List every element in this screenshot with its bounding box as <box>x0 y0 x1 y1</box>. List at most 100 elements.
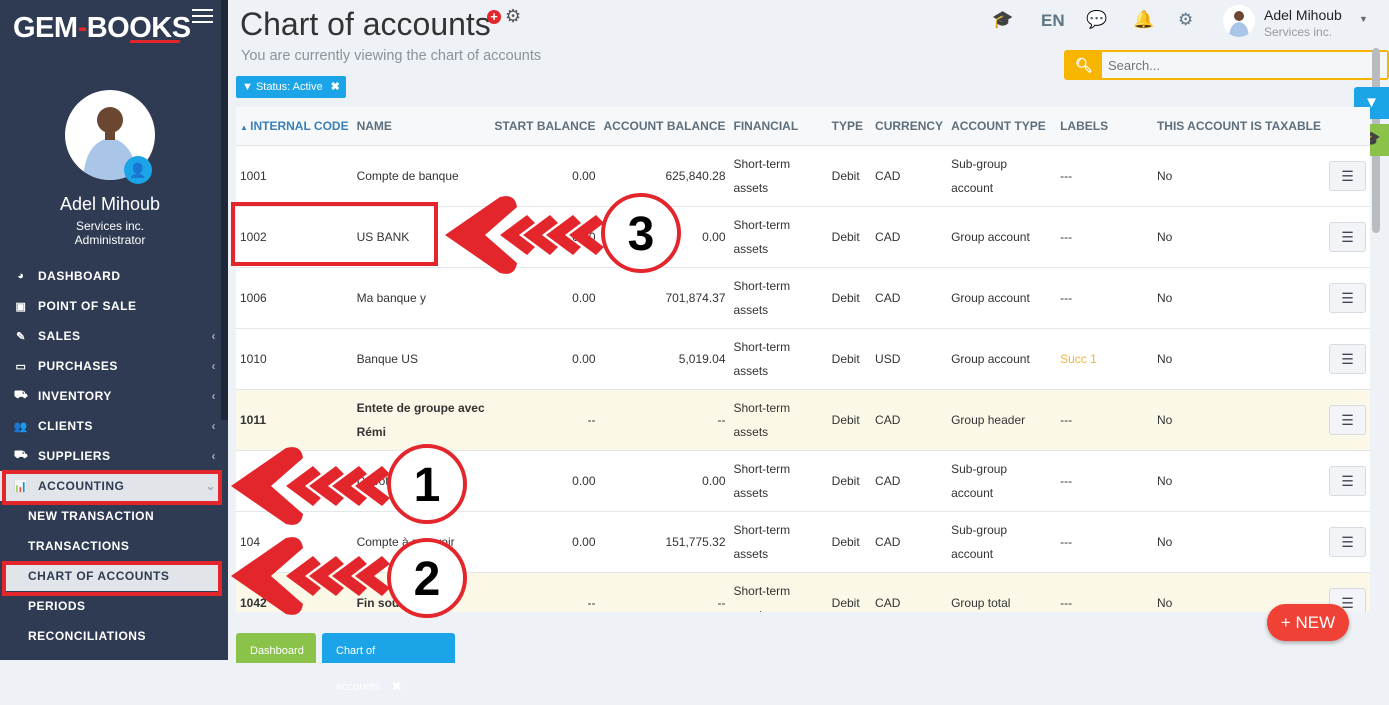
add-icon[interactable]: + <box>487 10 501 24</box>
cell-code: 1002 <box>236 206 353 268</box>
list-icon: ☰ <box>1341 289 1354 306</box>
page-title: Chart of accounts <box>240 6 491 42</box>
cell-actions: ☰ <box>1325 328 1370 390</box>
table-row[interactable]: 1010 Banque US 0.00 5,019.04 Short-term asse… <box>236 328 1370 390</box>
column-header-financial[interactable]: FINANCIAL <box>729 107 828 146</box>
sidebar-item-suppliers[interactable]: ⛟ SUPPLIERS ‹ <box>0 441 222 471</box>
cell-balance: 0.00 <box>599 206 730 268</box>
cell-actions: ☰ <box>1325 450 1370 512</box>
column-header-account-balance[interactable]: ACCOUNT BALANCE <box>599 107 730 146</box>
cell-actions: ☰ <box>1325 511 1370 573</box>
cell-currency: CAD <box>871 267 948 329</box>
cell-account-type: Group account <box>947 328 1057 390</box>
row-menu-button[interactable]: ☰ <box>1329 160 1366 191</box>
row-menu-button[interactable]: ☰ <box>1329 282 1366 313</box>
language-selector[interactable]: EN <box>1041 11 1065 30</box>
row-menu-button[interactable]: ☰ <box>1329 465 1366 496</box>
table-row[interactable]: 1001 Compte de banque 0.00 625,840.28 Short-… <box>236 145 1370 207</box>
settings-icon[interactable]: ⚙ <box>1178 10 1194 29</box>
cell-start: 0.00 <box>489 206 600 268</box>
hamburger-menu-icon[interactable] <box>192 9 213 23</box>
sidebar-subitem-new-transaction[interactable]: NEW TRANSACTION <box>0 501 222 531</box>
column-header-internal-code[interactable]: ▲ INTERNAL CODE <box>236 107 353 146</box>
cell-type: Debit <box>827 267 872 329</box>
row-menu-button[interactable]: ☰ <box>1329 343 1366 374</box>
table-row[interactable]: 1011 Entete de groupe avec Rémi -- -- Short-… <box>236 389 1370 451</box>
sidebar-item-clients[interactable]: 👥 CLIENTS ‹ <box>0 411 222 441</box>
tab-chart-of-accounts[interactable]: Chart of accounts ✖ <box>322 633 455 693</box>
cell-code: 1010 <box>236 328 353 390</box>
cell-currency: CAD <box>871 450 948 512</box>
cell-name: US BANK <box>352 206 490 268</box>
sidebar-scrollbar[interactable] <box>221 0 228 420</box>
cell-account-type: Group account <box>947 206 1057 268</box>
cell-actions: ☰ <box>1325 145 1370 207</box>
cell-currency: CAD <box>871 511 948 573</box>
gear-icon[interactable]: ⚙ <box>505 6 522 26</box>
cell-start: 0.00 <box>489 511 600 573</box>
list-icon: ☰ <box>1341 594 1354 611</box>
sidebar-item-accounting[interactable]: 📊 ACCOUNTING ⌄ <box>0 471 222 501</box>
column-header-type[interactable]: TYPE <box>827 107 872 146</box>
cell-start: -- <box>489 572 600 612</box>
sidebar-item-dashboard[interactable]: ◕ DASHBOARD <box>0 261 222 291</box>
cell-labels: Succ 1 <box>1056 328 1153 390</box>
header-user-name[interactable]: Adel Mihoub <box>1264 7 1342 23</box>
column-header-currency[interactable]: CURRENCY <box>871 107 948 146</box>
table-row[interactable]: Dépôt 23 0.00 0.00 Short-term assets Debit CA… <box>236 450 1370 512</box>
cell-code: 1006 <box>236 267 353 329</box>
sidebar-item-inventory[interactable]: ⛟ INVENTORY ‹ <box>0 381 222 411</box>
page-subtitle: You are currently viewing the chart of a… <box>241 48 542 64</box>
column-header-labels[interactable]: LABELS <box>1056 107 1153 146</box>
table-row[interactable]: 104 Compte à recevoir 0.00 151,775.32 Short-… <box>236 511 1370 573</box>
search-input[interactable] <box>1102 52 1387 78</box>
cell-type: Debit <box>827 450 872 512</box>
row-menu-button[interactable]: ☰ <box>1329 404 1366 435</box>
new-button[interactable]: + NEW <box>1267 604 1349 641</box>
sidebar-subitem-transactions[interactable]: TRANSACTIONS <box>0 531 222 561</box>
cell-labels: --- <box>1056 145 1153 207</box>
cell-taxable: No <box>1152 267 1325 329</box>
row-menu-button[interactable]: ☰ <box>1329 526 1366 557</box>
column-header-name[interactable]: NAME <box>352 107 490 146</box>
header-avatar[interactable] <box>1223 5 1255 37</box>
cell-start: 0.00 <box>489 145 600 207</box>
sidebar-subitem-periods[interactable]: PERIODS <box>0 591 222 621</box>
chat-icon[interactable]: 💬 <box>1086 10 1108 29</box>
cell-currency: CAD <box>871 145 948 207</box>
table-row[interactable]: 1002 US BANK 0.00 0.00 Short-term assets Debi… <box>236 206 1370 268</box>
cell-name: Compte à recevoir <box>352 511 490 573</box>
cell-code <box>236 450 353 512</box>
filter-panel-button[interactable]: ▼ <box>1354 87 1389 119</box>
table-row[interactable]: 1006 Ma banque y 0.00 701,874.37 Short-term … <box>236 267 1370 329</box>
close-icon[interactable]: ✖ <box>330 81 340 93</box>
column-header-this-account-is-taxable[interactable]: THIS ACCOUNT IS TAXABLE <box>1152 107 1325 146</box>
bell-icon[interactable]: 🔔 <box>1133 10 1155 29</box>
user-icon: 👤 <box>124 156 152 184</box>
sidebar-item-point-of-sale[interactable]: ▣ POINT OF SALE <box>0 291 222 321</box>
sidebar-subitem-reconciliations[interactable]: RECONCILIATIONS <box>0 621 222 651</box>
column-header-account-type[interactable]: ACCOUNT TYPE <box>947 107 1057 146</box>
row-menu-button[interactable]: ☰ <box>1329 221 1366 252</box>
caret-down-icon[interactable]: ▼ <box>1359 14 1368 24</box>
sidebar-subitem-chart-of-accounts[interactable]: CHART OF ACCOUNTS <box>6 561 222 591</box>
sidebar-item-label: DASHBOARD <box>38 269 121 283</box>
search-icon[interactable]: 🔍︎ <box>1075 57 1093 73</box>
column-header-start-balance[interactable]: START BALANCE <box>489 107 600 146</box>
sidebar-item-sales[interactable]: ✎ SALES ‹ <box>0 321 222 351</box>
cell-start: 0.00 <box>489 450 600 512</box>
close-icon[interactable]: ✖ <box>392 681 402 693</box>
status-filter-chip[interactable]: ▼ Status: Active ✖ <box>236 76 346 98</box>
tab-dashboard[interactable]: Dashboard <box>236 633 316 663</box>
graduation-cap-icon[interactable]: 🎓 <box>992 10 1014 29</box>
header-user-company: Services inc. <box>1264 25 1333 39</box>
sidebar-item-label: PURCHASES <box>38 359 118 373</box>
edit-icon: ✎ <box>16 330 26 343</box>
logo[interactable]: GEM-BOOKS <box>13 12 191 44</box>
sidebar-menu: ◕ DASHBOARD ▣ POINT OF SALE ✎ SALES ‹ ▭ PURCHASE… <box>0 261 222 651</box>
chevron-icon: ‹ <box>211 329 216 343</box>
cell-financial: Short-term assets <box>729 450 828 512</box>
logo-underline <box>129 40 181 43</box>
sidebar-item-purchases[interactable]: ▭ PURCHASES ‹ <box>0 351 222 381</box>
